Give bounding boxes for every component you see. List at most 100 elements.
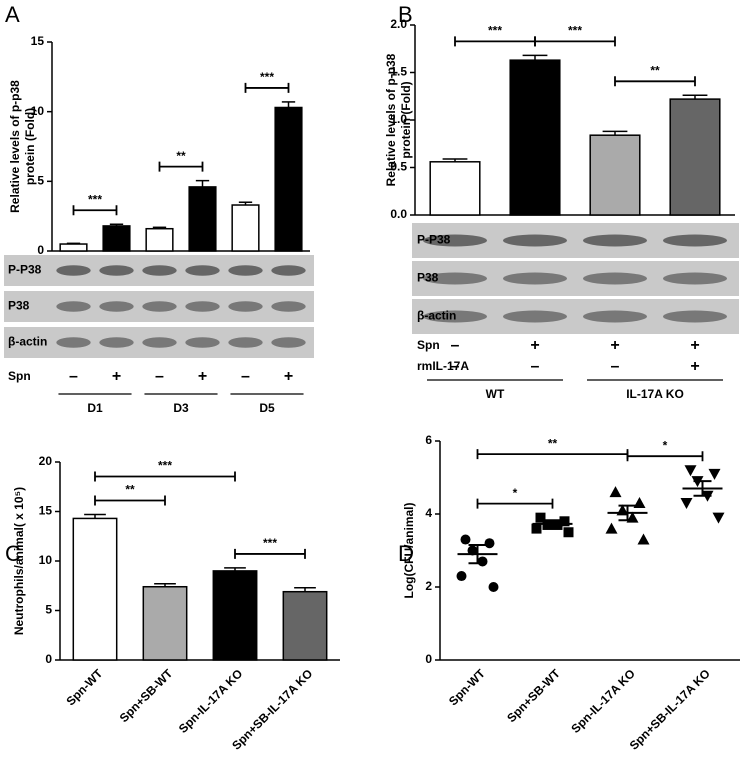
data-point [484, 538, 495, 549]
significance-bracket [94, 495, 166, 506]
blot-band [142, 337, 177, 348]
group-label: WT [486, 387, 505, 401]
significance-label: ** [548, 436, 558, 450]
y-tick-label: 15 [31, 34, 45, 48]
significance-bracket [476, 449, 629, 460]
blot-label: β-actin [417, 309, 456, 323]
y-tick-label: 2.0 [390, 17, 407, 31]
blot-band [142, 301, 177, 312]
y-tick-label: 20 [39, 454, 53, 468]
significance-label: *** [158, 459, 172, 473]
data-point [559, 516, 570, 527]
y-tick-label: 10 [39, 553, 53, 567]
x-tick-label: Spn+SB-WT [504, 666, 563, 725]
significance-label: *** [568, 24, 582, 38]
blot-band [185, 301, 220, 312]
row-label: Spn [417, 338, 440, 352]
sign: – [155, 368, 164, 385]
data-point [531, 523, 542, 534]
blot-band [423, 234, 487, 247]
y-tick-label: 0 [425, 652, 432, 666]
blot-band [663, 272, 727, 285]
blot-label: P-P38 [8, 263, 42, 277]
data-point [552, 519, 563, 530]
y-tick-label: 2 [425, 579, 432, 593]
y-tick-label: 1.5 [390, 65, 407, 79]
significance-bracket [614, 76, 696, 87]
data-point [637, 533, 650, 545]
significance-bracket [476, 498, 554, 509]
data-point [460, 534, 471, 545]
y-tick-label: 5 [37, 174, 44, 188]
blot-label: P38 [417, 271, 439, 285]
blot-band [99, 265, 134, 276]
bar [72, 517, 118, 661]
bar [102, 225, 131, 252]
significance-bracket [244, 82, 290, 93]
y-tick-label: 0.5 [390, 160, 407, 174]
blot-band [185, 265, 220, 276]
significance-label: *** [88, 192, 102, 206]
data-point [684, 465, 697, 477]
y-tick-label: 15 [39, 504, 53, 518]
blot-label: P38 [8, 299, 30, 313]
significance-label: ** [650, 63, 660, 77]
significance-label: * [513, 486, 518, 500]
blot-band [663, 310, 727, 323]
blot-band [56, 301, 91, 312]
bar [509, 59, 561, 216]
blot-band [423, 272, 487, 285]
blot-band [503, 234, 567, 247]
panel-label: B [398, 2, 413, 27]
significance-label: * [663, 438, 668, 452]
blot-band [583, 272, 647, 285]
group-label: D3 [173, 401, 189, 415]
significance-label: ** [176, 149, 186, 163]
data-point [712, 512, 725, 524]
panel-label: C [5, 541, 21, 566]
sign: – [611, 358, 620, 375]
bar [589, 134, 641, 216]
x-tick-label: Spn-WT [63, 666, 105, 708]
significance-bracket [534, 36, 616, 47]
significance-bracket [94, 471, 236, 482]
y-tick-label: 0 [45, 652, 52, 666]
blot-band [56, 265, 91, 276]
y-tick-label: 0 [37, 243, 44, 257]
significance-label: *** [488, 24, 502, 38]
y-tick-label: 6 [425, 433, 432, 447]
bar [212, 570, 258, 661]
blot-band [142, 265, 177, 276]
data-point [488, 582, 499, 592]
blot-band [423, 310, 487, 323]
row-label: rmIL-17A [417, 359, 469, 373]
data-point [680, 498, 693, 510]
blot-band [228, 265, 263, 276]
blot-label: β-actin [8, 335, 47, 349]
sign: + [690, 358, 699, 375]
blot-band [271, 265, 306, 276]
data-point [456, 571, 467, 582]
blot-band [185, 337, 220, 348]
blot-band [228, 337, 263, 348]
group-label: D1 [87, 401, 103, 415]
blot-label: P-P38 [417, 233, 451, 247]
sign: + [690, 337, 699, 354]
sign: – [531, 358, 540, 375]
bar [142, 585, 188, 661]
y-axis-label: Relative levels of p-p38 [384, 53, 398, 186]
row-label: Spn [8, 369, 31, 383]
sign: – [451, 337, 460, 354]
data-point [708, 468, 721, 480]
y-tick-label: 4 [425, 506, 432, 520]
y-axis-label: Log(CFU/animal) [402, 503, 416, 599]
sign: + [284, 368, 293, 385]
blot-band [271, 301, 306, 312]
y-tick-label: 0.0 [390, 207, 407, 221]
sign: + [530, 337, 539, 354]
significance-bracket [234, 548, 306, 559]
y-tick-label: 1.0 [390, 112, 407, 126]
blot-band [99, 301, 134, 312]
group-label: D5 [259, 401, 275, 415]
